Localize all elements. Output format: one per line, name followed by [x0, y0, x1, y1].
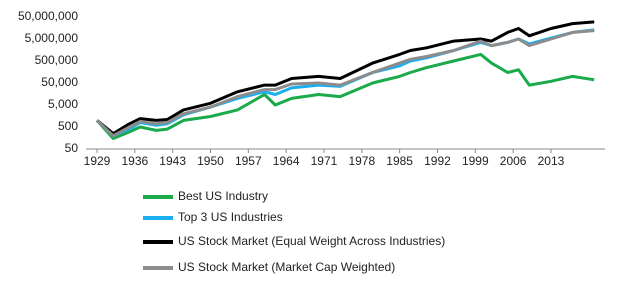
- y-tick-label: 50: [65, 141, 79, 155]
- x-tick-label: 1957: [235, 154, 262, 168]
- y-tick-label: 50,000,000: [18, 9, 78, 23]
- legend-label: US Stock Market (Market Cap Weighted): [178, 260, 395, 274]
- y-tick-label: 5,000: [48, 97, 78, 111]
- series-line: [95, 52, 595, 140]
- legend-label: US Stock Market (Equal Weight Across Ind…: [178, 234, 445, 248]
- x-tick-label: 2013: [538, 154, 565, 168]
- x-tick-label: 1929: [84, 154, 111, 168]
- legend-label: Best US Industry: [178, 189, 268, 203]
- x-tick-label: 1999: [462, 154, 489, 168]
- x-tick-label: 2006: [500, 154, 527, 168]
- x-tick-label: 1964: [273, 154, 300, 168]
- x-tick-label: 1950: [197, 154, 224, 168]
- x-tick-label: 1943: [159, 154, 186, 168]
- x-tick-label: 1971: [311, 154, 338, 168]
- y-tick-label: 5,000,000: [25, 31, 79, 45]
- series-line: [96, 20, 595, 136]
- x-tick-label: 1936: [121, 154, 148, 168]
- y-tick-label: 500,000: [35, 53, 79, 67]
- x-tick-label: 1978: [348, 154, 375, 168]
- series-line: [95, 29, 595, 138]
- y-tick-label: 50,000: [41, 75, 78, 89]
- legend-label: Top 3 US Industries: [178, 210, 283, 224]
- x-tick-label: 1992: [424, 154, 451, 168]
- x-tick-label: 1985: [386, 154, 413, 168]
- y-tick-label: 500: [58, 119, 78, 133]
